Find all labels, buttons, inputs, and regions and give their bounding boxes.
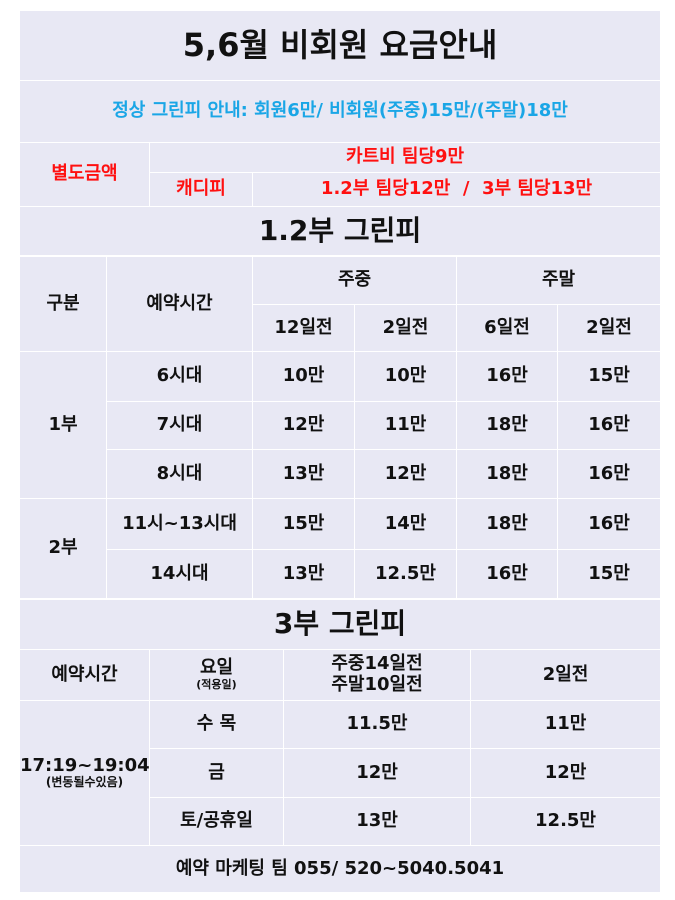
late-header: 2일전 [469, 649, 662, 701]
sub-header: 12일전 [252, 304, 355, 352]
price-cell: 16만 [456, 351, 558, 402]
table-row: 14시대 13만 12.5만 16만 15만 [20, 549, 661, 599]
early-header: 주중14일전 주말10일전 [283, 649, 471, 701]
price-cell: 16만 [456, 549, 558, 599]
sub-header: 2일전 [354, 304, 457, 352]
day-cell: 금 [149, 748, 284, 798]
price-cell: 13만 [252, 549, 355, 599]
price-cell: 15만 [557, 351, 661, 402]
price-cell: 12만 [252, 401, 355, 450]
time-cell: 17:19~19:04 (변동될수있음) [19, 700, 150, 846]
sub-header: 6일전 [456, 304, 558, 352]
price-cell: 12.5만 [469, 797, 662, 846]
part3-title: 3부 그린피 [18, 599, 662, 650]
weekend-header: 주말 [456, 256, 661, 305]
caddie-label: 캐디피 [149, 172, 253, 207]
time-header: 예약시간 [19, 649, 150, 701]
caddie-fee: 1.2부 팀당12만 / 3부 팀당13만 [251, 172, 662, 207]
price-cell: 11만 [469, 700, 662, 749]
price-cell: 18만 [456, 498, 558, 550]
time-cell: 8시대 [106, 449, 253, 499]
part12-title: 1.2부 그린피 [18, 206, 662, 256]
time-cell: 7시대 [106, 401, 253, 450]
price-cell: 16만 [557, 449, 661, 499]
price-cell: 10만 [252, 351, 355, 402]
price-cell: 14만 [354, 498, 457, 550]
day-cell: 수 목 [149, 700, 284, 749]
early-header-weekday: 주중14일전 [331, 653, 423, 675]
time-range: 17:19~19:04 [20, 754, 150, 776]
regular-fee-notice: 정상 그린피 안내: 회원6만/ 비회원(주중)15만/(주말)18만 [18, 80, 662, 143]
price-cell: 13만 [252, 449, 355, 499]
price-cell: 12만 [469, 748, 662, 798]
price-cell: 11만 [354, 401, 457, 450]
day-header-note: (적용일) [196, 678, 237, 692]
price-cell: 12.5만 [354, 549, 457, 599]
price-cell: 18만 [456, 449, 558, 499]
table-row: 1부 6시대 10만 10만 16만 15만 [19, 351, 661, 499]
time-note: (변동될수있음) [45, 775, 124, 790]
fee-sheet: 5,6월 비회원 요금안내 정상 그린피 안내: 회원6만/ 비회원(주중)15… [18, 10, 662, 893]
price-cell: 11.5만 [283, 700, 471, 749]
group-label: 2부 [19, 498, 107, 599]
table-row: 17:19~19:04 (변동될수있음) 수 목 11.5만 11만 [19, 700, 662, 846]
price-cell: 18만 [456, 401, 558, 450]
sub-header: 2일전 [557, 304, 661, 352]
division-header: 구분 [19, 256, 107, 352]
price-cell: 10만 [354, 351, 457, 402]
time-header: 예약시간 [106, 256, 253, 352]
price-cell: 15만 [252, 498, 355, 550]
price-cell: 13만 [283, 797, 471, 846]
table-row: 금 12만 12만 [20, 748, 662, 798]
early-header-weekend: 주말10일전 [331, 674, 423, 695]
table-row: 토/공휴일 13만 12.5만 [20, 797, 662, 846]
price-cell: 12만 [283, 748, 471, 798]
weekday-header: 주중 [252, 256, 457, 305]
page-title: 5,6월 비회원 요금안내 [18, 10, 662, 81]
contact-footer: 예약 마케팅 팀 055/ 520~5040.5041 [18, 845, 662, 893]
time-cell: 14시대 [106, 549, 253, 599]
table-row: 8시대 13만 12만 18만 16만 [20, 449, 661, 499]
part3-table: 3부 그린피 예약시간 요일 (적용일) 주중14일전 주말10일전 2일전 17:… [18, 599, 662, 893]
header-table: 5,6월 비회원 요금안내 정상 그린피 안내: 회원6만/ 비회원(주중)15… [18, 10, 662, 256]
price-cell: 15만 [557, 549, 661, 599]
price-cell: 16만 [557, 498, 661, 550]
price-cell: 16만 [557, 401, 661, 450]
extra-fee-label: 별도금액 [19, 142, 150, 207]
part12-table: 구분 예약시간 주중 주말 12일전 2일전 6일전 2일전 1부 6시대 10… [19, 256, 661, 599]
day-header: 요일 (적용일) [149, 649, 284, 701]
time-cell: 6시대 [106, 351, 253, 402]
group-label: 1부 [19, 351, 107, 499]
price-cell: 12만 [354, 449, 457, 499]
table-row: 7시대 12만 11만 18만 16만 [20, 401, 661, 450]
cart-fee: 카트비 팀당9만 [148, 142, 662, 173]
day-header-label: 요일 [199, 657, 234, 679]
time-cell: 11시~13시대 [106, 498, 253, 550]
day-cell: 토/공휴일 [149, 797, 284, 846]
table-row: 2부 11시~13시대 15만 14만 18만 16만 [19, 498, 661, 599]
